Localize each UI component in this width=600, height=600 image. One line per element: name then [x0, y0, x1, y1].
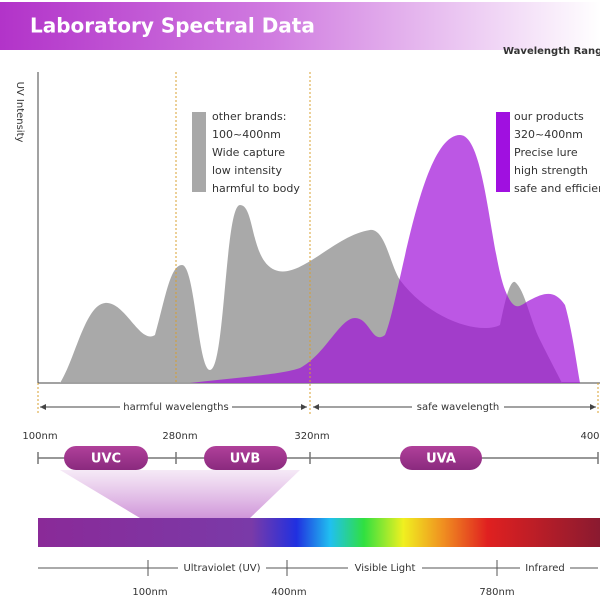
spectrum-tick: 780nm — [479, 587, 514, 598]
band-label: UVC — [91, 452, 121, 467]
band-pill — [400, 446, 482, 470]
spectrum-bar — [38, 518, 600, 547]
legend-line: safe and efficient — [514, 182, 600, 195]
y-label: UV Intensity — [14, 82, 25, 143]
legend-swatch — [192, 112, 206, 192]
band-pill — [64, 446, 148, 470]
band-ticks — [37, 452, 599, 464]
spectrum-ticks — [147, 560, 498, 576]
tick-label: 400 — [580, 431, 599, 442]
legend-line: harmful to body — [212, 182, 300, 195]
legend-line: low intensity — [212, 164, 282, 177]
region-label: Visible Light — [355, 563, 416, 574]
legend-line: Wide capture — [212, 146, 285, 159]
range-label: Wavelength Range — [503, 46, 600, 57]
tick-label: 280nm — [162, 431, 197, 442]
band-pill — [204, 446, 287, 470]
legend-line: Precise lure — [514, 146, 578, 159]
spectrum-tick: 400nm — [271, 587, 306, 598]
label-bg — [412, 399, 504, 415]
band-label: UVB — [230, 452, 261, 467]
tick-label: 100nm — [22, 431, 57, 442]
legend-line: 100~400nm — [212, 128, 281, 141]
label-bg — [178, 561, 266, 575]
tick-label: 320nm — [294, 431, 329, 442]
label-bg — [348, 561, 422, 575]
safe-label: safe wavelength — [417, 402, 499, 413]
zoom-cone — [60, 470, 300, 518]
legend-line: our products — [514, 110, 584, 123]
label-bg — [120, 399, 232, 415]
legend-swatch — [496, 112, 510, 192]
legend-line: 320~400nm — [514, 128, 583, 141]
legend-line: high strength — [514, 164, 588, 177]
our-curve — [190, 135, 580, 383]
title: Laboratory Spectral Data — [30, 14, 315, 38]
legend-line: other brands: — [212, 110, 286, 123]
header-banner — [0, 2, 600, 50]
band-label: UVA — [426, 452, 456, 467]
spectrum-tick: 100nm — [132, 587, 167, 598]
harmful-label: harmful wavelengths — [123, 402, 228, 413]
label-bg — [520, 561, 570, 575]
region-label: Infrared — [525, 563, 564, 574]
region-label: Ultraviolet (UV) — [183, 563, 260, 574]
